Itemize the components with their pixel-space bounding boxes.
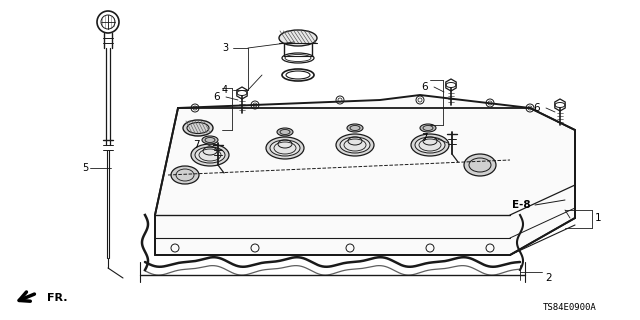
Polygon shape [155, 95, 575, 255]
Ellipse shape [279, 30, 317, 46]
Text: 4: 4 [222, 85, 228, 95]
Text: TS84E0900A: TS84E0900A [543, 303, 597, 313]
Text: 7: 7 [193, 140, 200, 150]
Ellipse shape [420, 124, 436, 132]
Text: 6: 6 [421, 82, 428, 92]
Text: 7: 7 [421, 133, 428, 143]
Ellipse shape [340, 137, 370, 153]
Ellipse shape [183, 120, 213, 136]
Ellipse shape [277, 128, 293, 136]
Ellipse shape [415, 137, 445, 153]
Ellipse shape [347, 124, 363, 132]
Ellipse shape [202, 136, 218, 144]
Ellipse shape [464, 154, 496, 176]
Ellipse shape [270, 140, 300, 156]
Ellipse shape [266, 137, 304, 159]
Text: 6: 6 [213, 92, 220, 102]
Ellipse shape [191, 144, 229, 166]
Text: 2: 2 [545, 273, 552, 283]
Ellipse shape [411, 134, 449, 156]
Text: FR.: FR. [47, 293, 67, 303]
Text: 5: 5 [82, 163, 88, 173]
Text: 3: 3 [222, 43, 228, 53]
Ellipse shape [195, 147, 225, 163]
Ellipse shape [171, 166, 199, 184]
Text: 6: 6 [533, 103, 540, 113]
Ellipse shape [336, 134, 374, 156]
Text: E-8: E-8 [512, 200, 531, 210]
Text: 1: 1 [595, 213, 602, 223]
